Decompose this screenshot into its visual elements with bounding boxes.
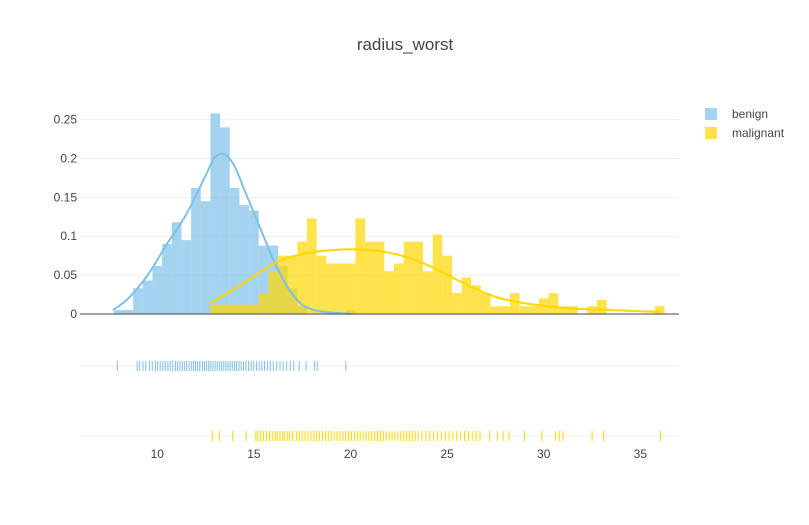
histogram-bar [654,306,665,314]
histogram-bar [461,277,472,314]
histogram-bar [365,241,375,314]
histogram-bar [374,241,385,314]
histogram-bar [471,285,481,314]
histogram-bar [200,201,211,314]
legend-item-malignant[interactable]: malignant [705,126,785,140]
histogram-bar [345,263,356,314]
y-tick-label: 0.05 [54,268,78,282]
histogram-bar [384,271,394,314]
histogram-bar [220,127,230,314]
histogram-bar [403,241,414,314]
rug-layer [116,361,661,441]
histogram-bar [229,304,240,314]
histogram-bar [307,218,317,314]
histogram-bar [239,304,250,314]
histogram-bar [181,240,192,314]
y-tick-label: 0.25 [54,113,78,127]
legend[interactable]: benign malignant [705,107,785,140]
rug-benign [116,361,347,371]
histogram-bar [220,304,230,314]
bars-layer [113,113,665,314]
x-tick-label: 10 [151,447,165,461]
histogram-bar [268,271,279,314]
histogram-bar [210,113,221,314]
histogram-bar [239,205,250,314]
histogram-bar [229,188,240,314]
histogram-bar [480,293,491,314]
kde-layer [112,152,660,315]
histogram-bar [142,280,153,314]
histogram-bar [191,188,201,314]
x-tick-label: 25 [440,447,454,461]
histogram-bar [133,288,143,314]
kde-curve-malignant [208,248,660,313]
histogram-bar [567,306,578,314]
chart-title: radius_worst [357,35,454,54]
x-tick-label: 30 [537,447,551,461]
legend-item-benign[interactable]: benign [705,107,768,121]
histogram-bar [258,293,269,314]
histogram-bar [548,293,559,314]
histogram-bar [123,310,134,314]
y-tick-label: 0.2 [60,151,77,165]
histogram-bar [316,255,327,314]
histogram-bar [210,304,221,314]
histogram-bar [162,244,172,314]
histogram-bar [278,255,288,314]
histogram-bar [509,293,520,314]
histogram-bar [287,255,298,314]
y-tick-label: 0 [70,307,77,321]
histogram-bar [413,241,423,314]
rug-malignant [211,431,661,441]
legend-swatch [705,127,717,139]
histogram-bar [258,245,269,314]
histogram-bar [393,263,404,314]
histogram-bar [519,306,530,314]
histogram-bar [422,271,433,314]
histogram-bar [152,265,163,314]
axis-layer: 0 0.05 0.1 0.15 0.2 0.25 10 15 20 25 30 35 [54,113,679,461]
legend-swatch [705,108,717,120]
y-tick-label: 0.1 [60,229,77,243]
histogram-bar [451,293,462,314]
x-tick-label: 35 [634,447,648,461]
histogram-bar [490,306,501,314]
kde-curve-benign [112,152,351,315]
histogram-bar [249,304,259,314]
histogram-bar [442,255,452,314]
histogram-bar [336,263,346,314]
histogram-bar [113,310,124,314]
histogram-bar [558,306,568,314]
y-tick-label: 0.15 [54,190,78,204]
histogram-bar [249,210,259,314]
x-tick-label: 20 [344,447,358,461]
histogram-bar [171,222,182,314]
histogram-bar [500,306,510,314]
histogram-bar [326,263,337,314]
legend-label: malignant [732,126,785,140]
histogram-bar [297,241,308,314]
histogram-bar [529,306,539,314]
series-bars-malignant [210,218,665,314]
histogram-bar [432,234,443,314]
legend-label: benign [732,107,768,121]
histogram-bar [596,300,607,314]
histogram-bar [355,218,366,314]
x-tick-label: 15 [247,447,261,461]
